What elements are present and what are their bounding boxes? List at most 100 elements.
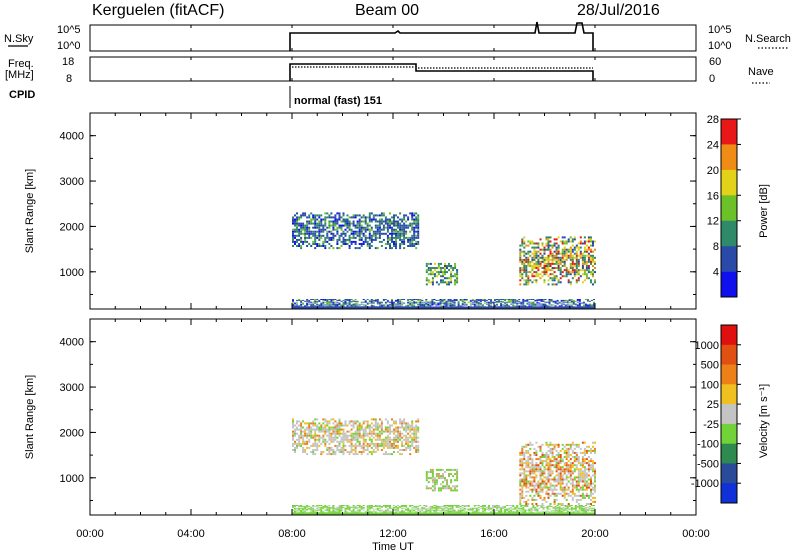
echo-cell (454, 299, 456, 300)
echo-cell (482, 509, 484, 510)
echo-cell (588, 464, 590, 466)
echo-cell (343, 221, 345, 223)
echo-cell (578, 269, 580, 271)
echo-cell (369, 247, 371, 249)
echo-cell (383, 300, 385, 301)
echo-cell (401, 511, 403, 512)
echo-cell (401, 302, 403, 303)
echo-cell (454, 275, 456, 277)
echo-cell (349, 300, 351, 301)
echo-cell (588, 460, 590, 462)
echo-cell (300, 304, 302, 305)
echo-cell (574, 238, 576, 240)
echo-cell (562, 487, 564, 489)
echo-cell (381, 439, 383, 441)
echo-cell (334, 439, 336, 441)
echo-cell (535, 450, 537, 452)
echo-cell (516, 300, 518, 301)
echo-cell (450, 300, 452, 301)
echo-cell (554, 446, 556, 448)
echo-cell (564, 275, 566, 277)
echo-cell (334, 427, 336, 429)
echo-cell (442, 510, 444, 511)
echo-cell (318, 221, 320, 223)
echo-cell (582, 470, 584, 472)
echo-cell (339, 425, 341, 427)
echo-cell (578, 460, 580, 462)
echo-cell (512, 305, 514, 306)
echo-cell (538, 508, 540, 509)
echo-cell (578, 476, 580, 478)
echo-cell (529, 448, 531, 450)
echo-cell (592, 501, 594, 503)
echo-cell (528, 299, 530, 300)
echo-cell (310, 437, 312, 439)
echo-cell (584, 241, 586, 243)
echo-cell (292, 245, 294, 247)
echo-cell (367, 453, 369, 455)
echo-cell (482, 507, 484, 508)
echo-cell (540, 479, 542, 481)
echo-cell (411, 427, 413, 429)
echo-cell (570, 257, 572, 259)
echo-cell (320, 245, 322, 247)
echo-cell (590, 271, 592, 273)
echo-cell (564, 472, 566, 474)
echo-cell (525, 267, 527, 269)
echo-cell (544, 257, 546, 259)
echo-cell (533, 255, 535, 257)
echo-cell (351, 441, 353, 443)
echo-cell (560, 273, 562, 275)
echo-cell (393, 447, 395, 449)
echo-cell (521, 462, 523, 464)
echo-cell (318, 305, 320, 306)
echo-cell (446, 271, 448, 273)
echo-cell (379, 511, 381, 512)
echo-cell (413, 212, 415, 214)
echo-cell (535, 257, 537, 259)
echo-cell (560, 481, 562, 483)
echo-cell (518, 301, 520, 302)
echo-cell (450, 267, 452, 269)
echo-cell (546, 238, 548, 240)
echo-cell (387, 300, 389, 301)
echo-cell (308, 233, 310, 235)
echo-cell (555, 305, 557, 306)
echo-cell (426, 263, 428, 265)
echo-cell (435, 511, 437, 512)
echo-cell (385, 418, 387, 420)
echo-cell (339, 505, 341, 506)
nave-trace (292, 67, 593, 68)
echo-cell (379, 510, 381, 511)
echo-cell (523, 236, 525, 238)
echo-cell (389, 221, 391, 223)
echo-cell (504, 299, 506, 300)
echo-cell (533, 267, 535, 269)
echo-cell (428, 279, 430, 281)
echo-cell (556, 460, 558, 462)
echo-cell (403, 239, 405, 241)
echo-cell (322, 245, 324, 247)
echo-cell (456, 485, 458, 487)
echo-cell (347, 509, 349, 510)
echo-cell (519, 283, 521, 285)
echo-cell (527, 458, 529, 460)
echo-cell (365, 223, 367, 225)
echo-cell (371, 443, 373, 445)
echo-cell (389, 302, 391, 303)
echo-cell (588, 259, 590, 261)
echo-cell (550, 241, 552, 243)
echo-cell (527, 481, 529, 483)
echo-cell (369, 239, 371, 241)
echo-cell (314, 425, 316, 427)
echo-cell (413, 237, 415, 239)
echo-cell (571, 511, 573, 512)
echo-cell (438, 271, 440, 273)
echo-cell (444, 273, 446, 275)
echo-cell (292, 301, 294, 302)
echo-cell (361, 435, 363, 437)
echo-cell (535, 454, 537, 456)
echo-cell (357, 505, 359, 506)
echo-cell (359, 225, 361, 227)
echo-cell (341, 505, 343, 506)
